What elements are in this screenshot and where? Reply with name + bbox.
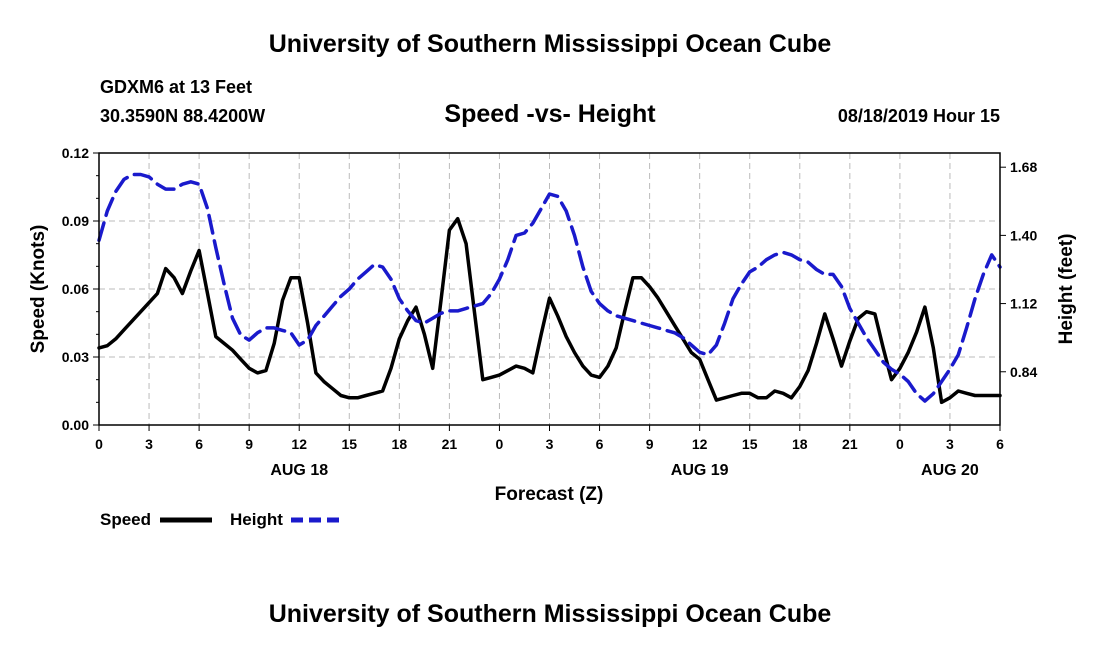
station-label: GDXM6 at 13 Feet [100, 77, 253, 97]
y-left-tick-label: 0.12 [62, 145, 89, 161]
legend-speed-label: Speed [100, 510, 151, 529]
x-tick-label: 15 [742, 436, 758, 452]
y-right-tick-label: 1.40 [1010, 227, 1037, 243]
top-title: University of Southern Mississippi Ocean… [268, 30, 832, 58]
y-right-tick-label: 0.84 [1010, 364, 1037, 380]
legend: Speed Height [100, 510, 343, 529]
x-tick-label: 3 [145, 436, 153, 452]
bottom-title: University of Southern Mississippi Ocean… [268, 600, 832, 628]
x-tick-label: 0 [896, 436, 904, 452]
speed-height-chart: 0 3 6 9 12 15 18 21 0 3 6 9 12 15 18 21 0 3 6 AUG 18 AUG 19 A… [28, 145, 1077, 529]
x-tick-label: 0 [95, 436, 103, 452]
x-tick-label: 21 [842, 436, 858, 452]
y-left-tick-label: 0.00 [62, 417, 89, 433]
location-label: 30.3590N 88.4200W [100, 106, 266, 126]
y-left-tick-label: 0.06 [62, 281, 89, 297]
date-label: AUG 19 [671, 462, 729, 479]
x-tick-label: 6 [996, 436, 1004, 452]
x-axis-label: Forecast (Z) [495, 484, 604, 505]
date-label: AUG 20 [921, 462, 979, 479]
y-right-tick-label: 1.12 [1010, 296, 1037, 312]
x-tick-label: 21 [442, 436, 458, 452]
x-tick-label: 9 [646, 436, 654, 452]
y-left-tick-label: 0.09 [62, 213, 89, 229]
legend-height-label: Height [230, 510, 283, 529]
y-axis-left-label: Speed (Knots) [28, 225, 49, 354]
x-tick-label: 12 [692, 436, 708, 452]
x-tick-label: 3 [946, 436, 954, 452]
x-tick-label: 18 [792, 436, 808, 452]
x-tick-label: 15 [341, 436, 357, 452]
x-tick-label: 18 [392, 436, 408, 452]
x-tick-label: 6 [596, 436, 604, 452]
y-left-tick-label: 0.03 [62, 349, 89, 365]
speed-series-line [97, 216, 1002, 405]
height-series-line [97, 172, 1002, 403]
chart-title: Speed -vs- Height [444, 100, 656, 128]
y-axis-right-label: Height (feet) [1056, 234, 1077, 345]
x-tick-label: 6 [195, 436, 203, 452]
x-tick-label: 3 [546, 436, 554, 452]
x-tick-label: 9 [245, 436, 253, 452]
grid [99, 153, 1000, 425]
x-tick-label: 0 [496, 436, 504, 452]
axes: 0 3 6 9 12 15 18 21 0 3 6 9 12 15 18 21 0 3 6 AUG 18 AUG 19 A… [62, 145, 1038, 479]
datetime-label: 08/18/2019 Hour 15 [837, 106, 1000, 126]
x-tick-label: 12 [291, 436, 307, 452]
date-label: AUG 18 [270, 462, 328, 479]
y-right-tick-label: 1.68 [1010, 159, 1037, 175]
series-layer [97, 172, 1002, 405]
